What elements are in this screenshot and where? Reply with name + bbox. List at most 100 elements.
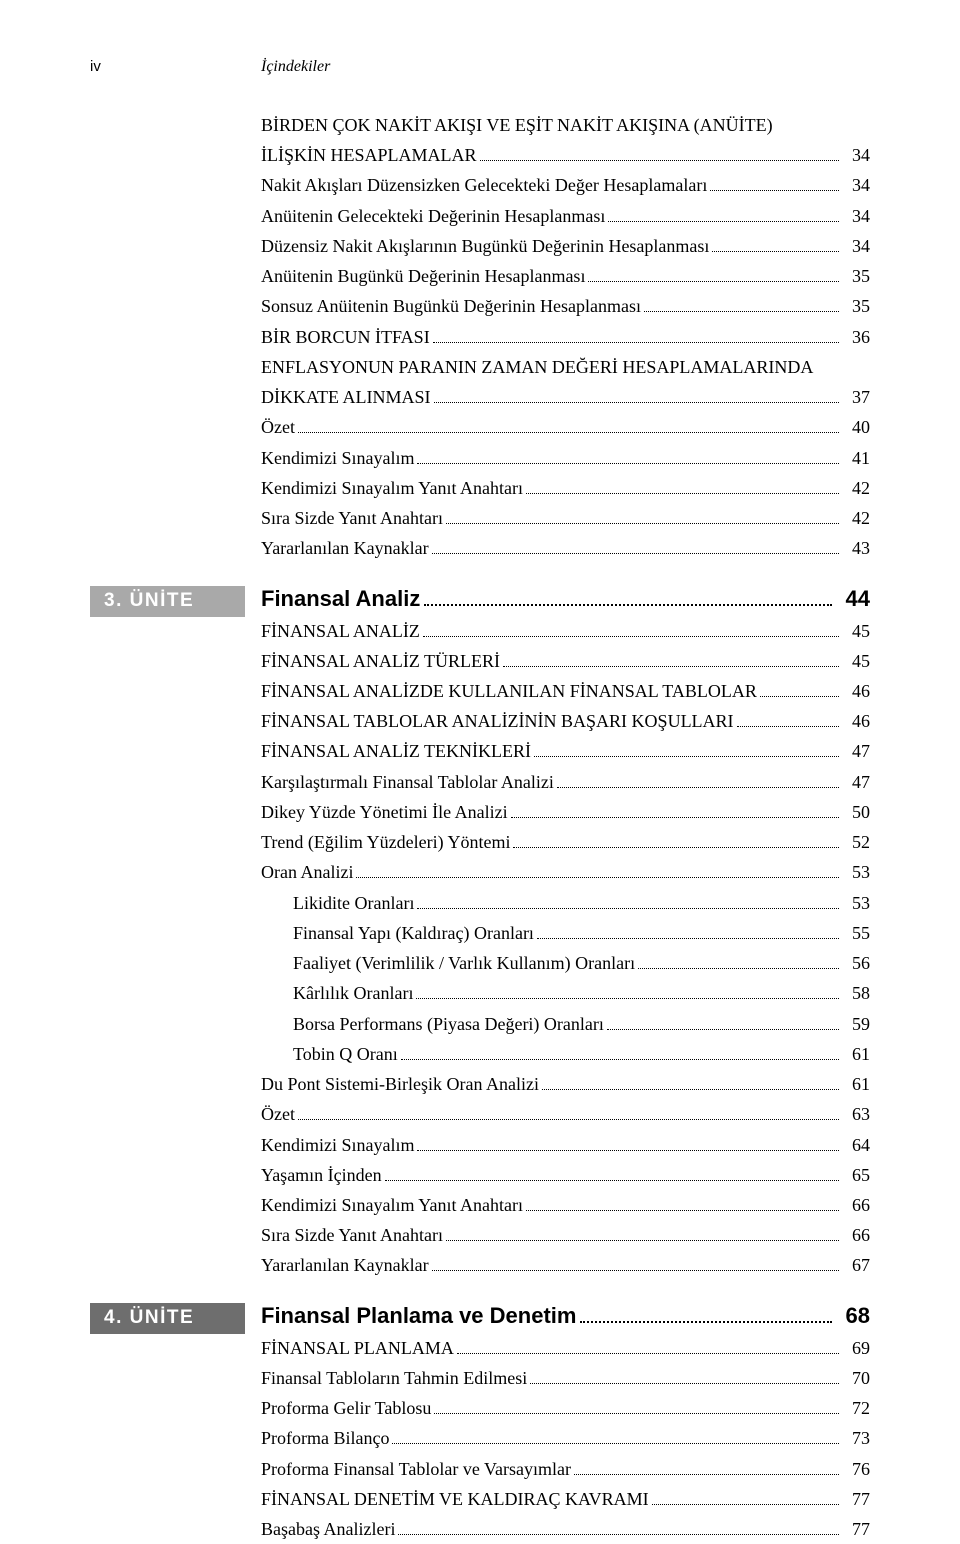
toc-row: FİNANSAL PLANLAMA 69 bbox=[261, 1333, 870, 1363]
toc-entry-label: FİNANSAL TABLOLAR ANALİZİNİN BAŞARI KOŞU… bbox=[261, 706, 734, 736]
leader-dots bbox=[557, 772, 839, 787]
toc-row: Tobin Q Oranı 61 bbox=[261, 1039, 870, 1069]
leader-dots bbox=[526, 1196, 839, 1211]
toc-entry-label: Sonsuz Anüitenin Bugünkü Değerinin Hesap… bbox=[261, 291, 641, 321]
unit4-tab-label: 4. ÜNİTE bbox=[104, 1307, 194, 1329]
unit4-title-body: Finansal Planlama ve Denetim 68 bbox=[245, 1303, 870, 1334]
leader-dots bbox=[513, 833, 839, 848]
leader-dots bbox=[710, 176, 839, 191]
leader-dots bbox=[398, 1520, 839, 1535]
toc-entry-label: DİKKATE ALINMASI bbox=[261, 382, 431, 412]
toc-entry-page: 42 bbox=[842, 473, 870, 503]
toc-entry-label: Likidite Oranları bbox=[261, 888, 414, 918]
leader-dots bbox=[608, 206, 839, 221]
leader-dots bbox=[644, 297, 839, 312]
leader-dots bbox=[298, 1105, 839, 1120]
unit4-tab: 4. ÜNİTE bbox=[90, 1303, 245, 1334]
page-header: iv İçindekiler bbox=[90, 58, 870, 76]
toc-row: Özet63 bbox=[261, 1099, 870, 1129]
toc-entry-page: 61 bbox=[842, 1039, 870, 1069]
toc-entry-page: 35 bbox=[842, 261, 870, 291]
toc-entry-page: 63 bbox=[842, 1099, 870, 1129]
toc-entry-page: 66 bbox=[842, 1190, 870, 1220]
toc-entry-label: Finansal Yapı (Kaldıraç) Oranları bbox=[261, 918, 534, 948]
leader-dots bbox=[526, 479, 839, 494]
toc-entry-label: Borsa Performans (Piyasa Değeri) Oranlar… bbox=[261, 1009, 604, 1039]
toc-entry-label: FİNANSAL ANALİZ bbox=[261, 616, 420, 646]
toc-entry-label: Dikey Yüzde Yönetimi İle Analizi bbox=[261, 797, 508, 827]
toc-row: Yararlanılan Kaynaklar67 bbox=[261, 1250, 870, 1280]
leader-dots bbox=[356, 863, 839, 878]
toc-pre-section: BİRDEN ÇOK NAKİT AKIŞI VE EŞİT NAKİT AKI… bbox=[261, 110, 870, 564]
toc-row: BİR BORCUN İTFASI36 bbox=[261, 322, 870, 352]
unit3-title-page: 44 bbox=[836, 586, 870, 612]
toc-entry-label: Tobin Q Oranı bbox=[261, 1039, 398, 1069]
toc-entry-label: FİNANSAL PLANLAMA bbox=[261, 1333, 454, 1363]
toc-entry-label: Proforma Gelir Tablosu bbox=[261, 1393, 431, 1423]
toc-entry-label: Proforma Bilanço bbox=[261, 1423, 389, 1453]
leader-dots bbox=[432, 539, 839, 554]
toc-entry-label: Proforma Finansal Tablolar ve Varsayımla… bbox=[261, 1454, 571, 1484]
toc-row: Yararlanılan Kaynaklar43 bbox=[261, 533, 870, 563]
toc-row: DİKKATE ALINMASI37 bbox=[261, 382, 870, 412]
toc-entry-page: 77 bbox=[842, 1484, 870, 1514]
unit3-title-row: Finansal Analiz 44 bbox=[261, 586, 870, 617]
toc-entry-label: ENFLASYONUN PARANIN ZAMAN DEĞERİ HESAPLA… bbox=[261, 352, 813, 382]
toc-entry-label: Yararlanılan Kaynaklar bbox=[261, 1250, 429, 1280]
toc-entry-label: Faaliyet (Verimlilik / Varlık Kullanım) … bbox=[261, 948, 635, 978]
toc-entry-page: 73 bbox=[842, 1423, 870, 1453]
leader-dots bbox=[446, 509, 839, 524]
toc-entry-page: 55 bbox=[842, 918, 870, 948]
leader-dots bbox=[480, 146, 840, 161]
toc-row: İLİŞKİN HESAPLAMALAR34 bbox=[261, 140, 870, 170]
leader-dots bbox=[298, 418, 839, 433]
toc-row: FİNANSAL TABLOLAR ANALİZİNİN BAŞARI KOŞU… bbox=[261, 706, 870, 736]
toc-row: FİNANSAL ANALİZ TEKNİKLERİ47 bbox=[261, 736, 870, 766]
unit3-tab-label: 3. ÜNİTE bbox=[104, 590, 194, 612]
toc-entry-page: 34 bbox=[842, 140, 870, 170]
leader-dots bbox=[401, 1045, 839, 1060]
toc-entry-label: Özet bbox=[261, 412, 295, 442]
toc-row: FİNANSAL ANALİZ45 bbox=[261, 616, 870, 646]
toc-entry-page: 34 bbox=[842, 231, 870, 261]
toc-entry-page: 72 bbox=[842, 1393, 870, 1423]
leader-dots bbox=[607, 1014, 839, 1029]
toc-entry-label: Yaşamın İçinden bbox=[261, 1160, 382, 1190]
toc-entry-label: FİNANSAL ANALİZ TÜRLERİ bbox=[261, 646, 500, 676]
toc-row: Kendimizi Sınayalım Yanıt Anahtarı 66 bbox=[261, 1190, 870, 1220]
toc-row: Finansal Tabloların Tahmin Edilmesi70 bbox=[261, 1363, 870, 1393]
toc-row: Likidite Oranları53 bbox=[261, 888, 870, 918]
toc-row: Karşılaştırmalı Finansal Tablolar Analiz… bbox=[261, 767, 870, 797]
toc-entry-page: 64 bbox=[842, 1130, 870, 1160]
toc-row: Finansal Yapı (Kaldıraç) Oranları 55 bbox=[261, 918, 870, 948]
toc-entry-page: 41 bbox=[842, 443, 870, 473]
toc-entry-page: 52 bbox=[842, 827, 870, 857]
leader-dots bbox=[417, 448, 839, 463]
toc-entry-label: Yararlanılan Kaynaklar bbox=[261, 533, 429, 563]
unit4-title-row: Finansal Planlama ve Denetim 68 bbox=[261, 1303, 870, 1334]
unit4-lines: FİNANSAL PLANLAMA 69Finansal Tabloların T… bbox=[261, 1333, 870, 1544]
toc-entry-page: 34 bbox=[842, 170, 870, 200]
leader-dots bbox=[423, 621, 839, 636]
page-number: iv bbox=[90, 58, 116, 75]
toc-entry-label: Kendimizi Sınayalım Yanıt Anahtarı bbox=[261, 1190, 523, 1220]
toc-entry-page: 45 bbox=[842, 646, 870, 676]
toc-entry-page: 58 bbox=[842, 978, 870, 1008]
leader-dots bbox=[457, 1338, 839, 1353]
toc-entry-label: Sıra Sizde Yanıt Anahtarı bbox=[261, 503, 443, 533]
toc-entry-label: Nakit Akışları Düzensizken Gelecekteki D… bbox=[261, 170, 707, 200]
toc-row: Du Pont Sistemi-Birleşik Oran Analizi61 bbox=[261, 1069, 870, 1099]
toc-entry-label: BİR BORCUN İTFASI bbox=[261, 322, 430, 352]
toc-row: Düzensiz Nakit Akışlarının Bugünkü Değer… bbox=[261, 231, 870, 261]
unit3-title: Finansal Analiz bbox=[261, 586, 420, 612]
toc-entry-page: 47 bbox=[842, 767, 870, 797]
toc-entry-label: BİRDEN ÇOK NAKİT AKIŞI VE EŞİT NAKİT AKI… bbox=[261, 110, 773, 140]
toc-entry-page: 56 bbox=[842, 948, 870, 978]
toc-row: Başabaş Analizleri77 bbox=[261, 1514, 870, 1544]
toc-row: Sonsuz Anüitenin Bugünkü Değerinin Hesap… bbox=[261, 291, 870, 321]
toc-entry-page: 69 bbox=[842, 1333, 870, 1363]
leader-dots bbox=[534, 742, 839, 757]
toc-entry-label: Başabaş Analizleri bbox=[261, 1514, 395, 1544]
toc-entry-page: 66 bbox=[842, 1220, 870, 1250]
unit3-header-row: 3. ÜNİTE Finansal Analiz 44 bbox=[90, 586, 870, 617]
